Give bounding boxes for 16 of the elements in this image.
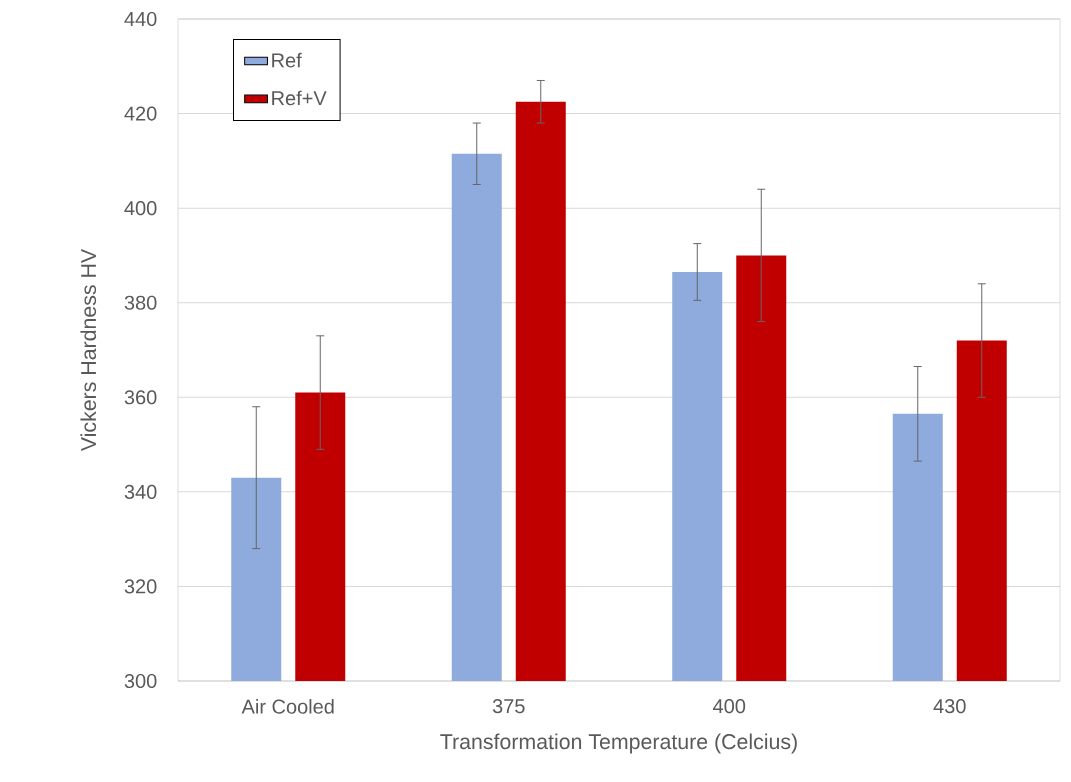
x-tick-label: 400: [713, 699, 746, 714]
y-tick-label: 340: [124, 484, 157, 499]
y-tick-label: 400: [124, 201, 157, 216]
y-tick-label: 380: [124, 295, 157, 310]
x-axis-title: Transformation Temperature (Celcius): [440, 733, 797, 754]
x-tick-label: Air Cooled: [241, 699, 334, 714]
y-tick-label: 420: [124, 106, 157, 121]
legend-label: Ref: [272, 52, 302, 68]
y-tick-label: 360: [124, 390, 157, 405]
legend-label: Ref+V: [272, 90, 327, 106]
y-tick-label: 320: [124, 579, 157, 594]
x-tick-label: 430: [933, 699, 966, 714]
y-axis-title: Vickers Hardness HV: [80, 248, 97, 452]
y-tick-label: 300: [124, 673, 157, 689]
y-tick-label: 440: [124, 11, 157, 27]
x-tick-label: 375: [492, 699, 525, 714]
